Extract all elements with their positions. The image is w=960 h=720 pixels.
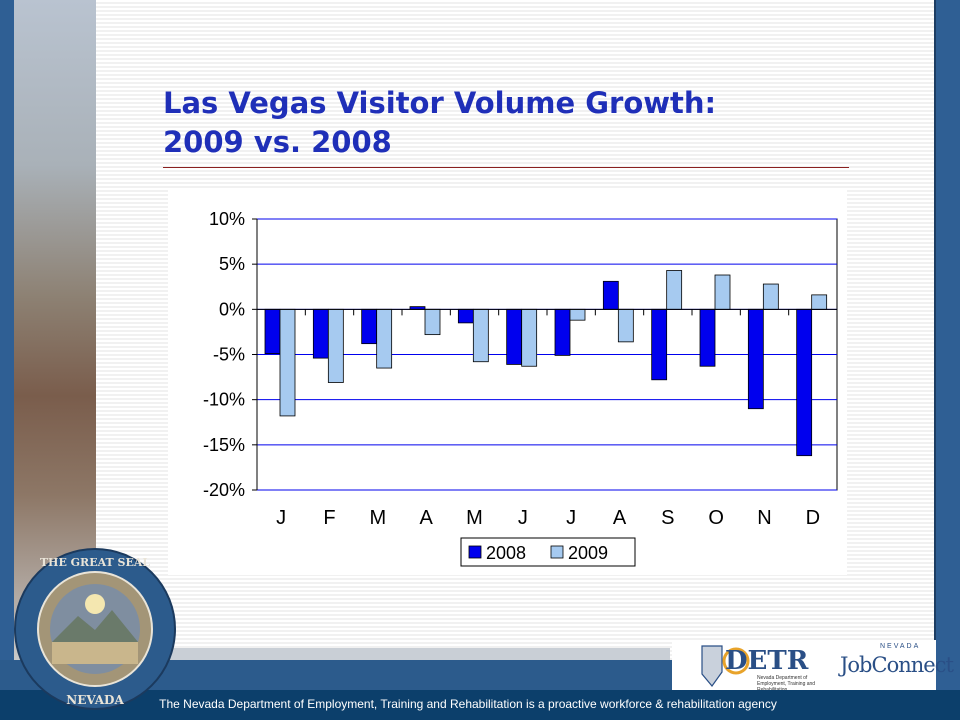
bar-2008 — [312, 308, 329, 359]
bar-2009 — [762, 283, 779, 310]
x-tick-label: J — [566, 507, 576, 529]
y-tick-label: -20% — [203, 480, 245, 500]
seal-state: NEVADA — [66, 693, 124, 707]
chart-container: 10% 5% 0% -5% -10% -15% -20% J F M A M J J A S O N D 2008 20… — [168, 190, 847, 575]
x-tick-label: F — [323, 507, 335, 529]
legend-box — [460, 537, 636, 567]
slide-title: Las Vegas Visitor Volume Growth: 2009 vs… — [163, 84, 813, 162]
x-tick-label: D — [806, 507, 820, 529]
legend-label-2008: 2008 — [486, 543, 526, 563]
x-tick-label: O — [708, 507, 724, 529]
jobconnect-logo: JobConnect — [840, 653, 954, 677]
detr-logo: DETR — [725, 646, 809, 676]
bar-2008 — [264, 308, 281, 354]
bar-2009 — [424, 308, 441, 336]
legend-label-2009: 2009 — [568, 543, 608, 563]
bar-2008 — [457, 308, 474, 324]
x-tick-label: S — [661, 507, 674, 529]
legend-swatch-2009 — [550, 545, 564, 559]
x-tick-label: J — [276, 507, 286, 529]
bar-2008 — [796, 308, 813, 457]
bar-2009 — [617, 308, 634, 343]
bar-2009 — [811, 294, 828, 310]
x-tick-label: N — [757, 507, 771, 529]
y-tick-label: 5% — [219, 254, 245, 274]
bar-2009 — [279, 308, 296, 417]
x-tick-label: J — [518, 507, 528, 529]
footer-bar — [0, 690, 960, 720]
y-tick-label: -10% — [203, 390, 245, 410]
bar-2009 — [376, 308, 393, 369]
bar-2009 — [327, 308, 344, 383]
bar-2008 — [506, 308, 523, 365]
title-divider — [163, 167, 849, 168]
bar-2009 — [666, 270, 683, 310]
title-line-2: 2009 vs. 2008 — [163, 125, 392, 159]
bottom-light-band — [150, 648, 670, 662]
x-tick-label: M — [369, 507, 386, 529]
right-accent-line — [934, 0, 936, 690]
bar-2008 — [554, 308, 571, 356]
x-tick-label: M — [466, 507, 483, 529]
bar-2008 — [747, 308, 764, 410]
y-tick-label: 10% — [209, 209, 245, 229]
seal-lettering: THE GREAT SEAL — [40, 556, 151, 569]
bar-chart: 10% 5% 0% -5% -10% -15% -20% J F M A M J J A S O N D 2008 20… — [203, 209, 838, 567]
nevada-outline-icon — [701, 645, 750, 687]
legend-swatch-2008 — [468, 545, 482, 559]
bar-2008 — [361, 308, 378, 345]
x-tick-label: A — [613, 507, 627, 529]
left-accent-bar — [0, 0, 14, 660]
bar-2008 — [602, 280, 619, 310]
y-tick-label: 0% — [219, 299, 245, 319]
jobconnect-state: NEVADA — [880, 643, 921, 650]
bar-2009 — [569, 308, 586, 321]
nevada-seal-icon: THE GREAT SEAL NEVADA — [14, 548, 176, 710]
x-tick-label: A — [419, 507, 433, 529]
bar-2008 — [651, 308, 668, 381]
y-tick-label: -15% — [203, 435, 245, 455]
bar-2009 — [472, 308, 489, 363]
bar-2009 — [521, 308, 538, 367]
footer-text: The Nevada Department of Employment, Tra… — [159, 697, 777, 711]
right-accent-bar — [936, 0, 960, 690]
y-tick-label: -5% — [213, 345, 245, 365]
bar-2008 — [699, 308, 716, 367]
title-line-1: Las Vegas Visitor Volume Growth: — [163, 86, 717, 120]
bar-2009 — [714, 274, 731, 310]
